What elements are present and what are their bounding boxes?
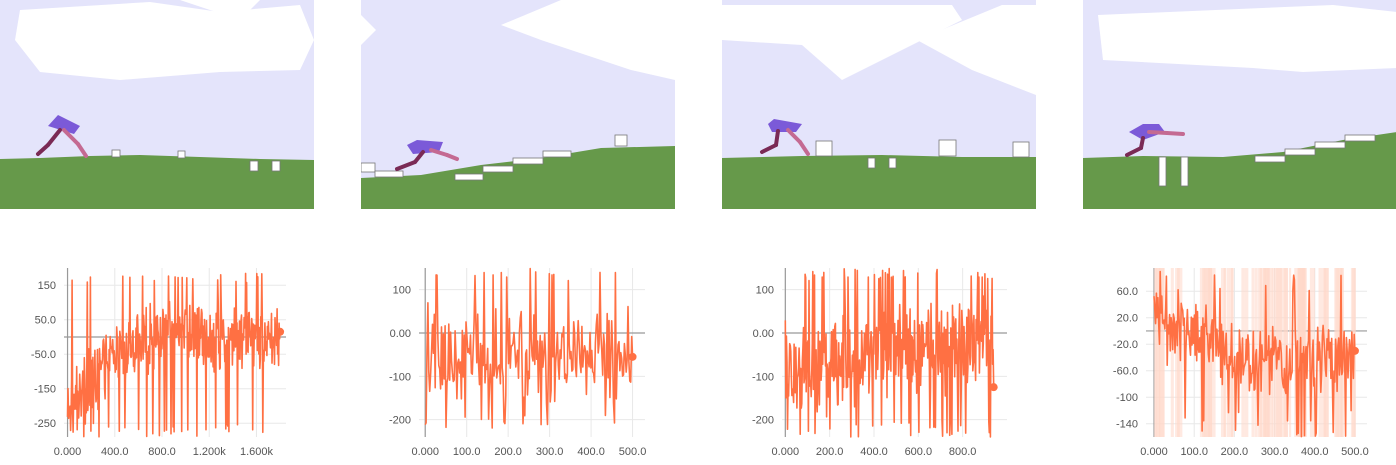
x-tick-label: 300.0	[536, 446, 564, 458]
ground	[361, 146, 675, 209]
walker-robot-icon	[36, 115, 88, 158]
obstacle-icon	[1158, 134, 1376, 187]
series-line	[784, 267, 995, 438]
x-tick-label: 100.0	[1180, 446, 1208, 458]
y-tick-label: 100	[393, 285, 411, 297]
x-tick-label: 200.0	[494, 446, 522, 458]
y-tick-label: -250	[34, 418, 56, 430]
x-tick-label: 1.200k	[193, 446, 227, 458]
x-tick-label: 0.000	[772, 446, 800, 458]
scene-panel-1	[0, 0, 314, 209]
y-tick-label: 60.0	[1117, 286, 1138, 298]
y-tick-label: -100	[389, 371, 411, 383]
y-tick-label: 0.00	[390, 328, 411, 340]
y-tick-label: 50.0	[35, 315, 56, 327]
y-tick-label: -140	[1116, 419, 1138, 431]
x-tick-label: 0.000	[411, 446, 439, 458]
y-tick-label: -200	[752, 415, 774, 427]
scene-panel-2	[361, 0, 675, 209]
y-tick-label: -20.0	[1113, 339, 1138, 351]
walker-robot-icon	[1125, 124, 1185, 157]
y-tick-label: 150	[38, 280, 56, 292]
y-tick-label: 20.0	[1117, 313, 1138, 325]
y-tick-label: 0.00	[753, 328, 774, 340]
scene-panel-4	[1083, 0, 1396, 209]
shade-band-segment	[1279, 268, 1286, 437]
series-end-point	[989, 383, 998, 392]
x-tick-label: 1.600k	[240, 446, 274, 458]
walker-robot-icon	[760, 119, 810, 156]
reward-chart-3: 0.000 200.0 400.0 600.0 800.0 100 0.00 -100 -200	[722, 262, 1036, 465]
x-tick-label: 500.0	[619, 446, 647, 458]
obstacle-icon	[815, 139, 1030, 169]
series-line	[1153, 270, 1356, 438]
ground	[0, 155, 314, 209]
y-tick-label: -200	[389, 415, 411, 427]
x-tick-label: 300.0	[1261, 446, 1289, 458]
cloud-icon	[1098, 5, 1396, 72]
x-tick-label: 400.0	[860, 446, 888, 458]
shade-band-segment	[1159, 268, 1165, 437]
y-tick-label: -100	[1116, 392, 1138, 404]
scene-panel-3	[722, 0, 1036, 209]
obstacle-icon	[361, 134, 628, 181]
x-tick-label: 200.0	[816, 446, 844, 458]
x-tick-label: 0.000	[1140, 446, 1168, 458]
x-tick-label: 200.0	[1221, 446, 1249, 458]
series-line	[66, 272, 281, 438]
x-tick-label: 800.0	[148, 446, 176, 458]
x-tick-label: 400.0	[577, 446, 605, 458]
x-tick-label: 800.0	[949, 446, 977, 458]
x-tick-label: 0.000	[54, 446, 82, 458]
cloud-icon	[15, 0, 314, 80]
x-tick-label: 400.0	[101, 446, 129, 458]
x-tick-label: 400.0	[1301, 446, 1329, 458]
cloud-icon	[361, 0, 675, 80]
y-tick-label: -50.0	[31, 349, 56, 361]
x-tick-label: 500.0	[1341, 446, 1369, 458]
x-tick-label: 600.0	[905, 446, 933, 458]
y-tick-label: 100	[756, 285, 774, 297]
reward-chart-1: 0.000 400.0 800.0 1.200k 1.600k 150 50.0 -50.0 -…	[0, 262, 314, 465]
shade-band-segment	[1170, 268, 1174, 437]
series-end-point	[1350, 346, 1359, 355]
series-end-point	[628, 352, 637, 361]
reward-chart-4: 0.000 100.0 200.0 300.0 400.0 500.0 60.0 20.0 -2…	[1083, 262, 1396, 465]
shade-band-segment	[1226, 268, 1230, 437]
ground	[1083, 132, 1396, 209]
walker-robot-icon	[395, 140, 459, 171]
y-tick-label: -150	[34, 384, 56, 396]
obstacle-icon	[111, 149, 281, 172]
y-tick-label: -60.0	[1113, 366, 1138, 378]
shade-band-segment	[1204, 268, 1210, 437]
series-line	[424, 267, 634, 429]
reward-chart-2: 0.000 100.0 200.0 300.0 400.0 500.0 100 0.00 -10…	[361, 262, 675, 465]
ground	[722, 155, 1036, 209]
x-tick-label: 100.0	[453, 446, 481, 458]
cloud-icon	[722, 5, 1036, 95]
y-tick-label: -100	[752, 371, 774, 383]
shade-band-segment	[1155, 268, 1161, 437]
series-end-point	[276, 327, 285, 336]
